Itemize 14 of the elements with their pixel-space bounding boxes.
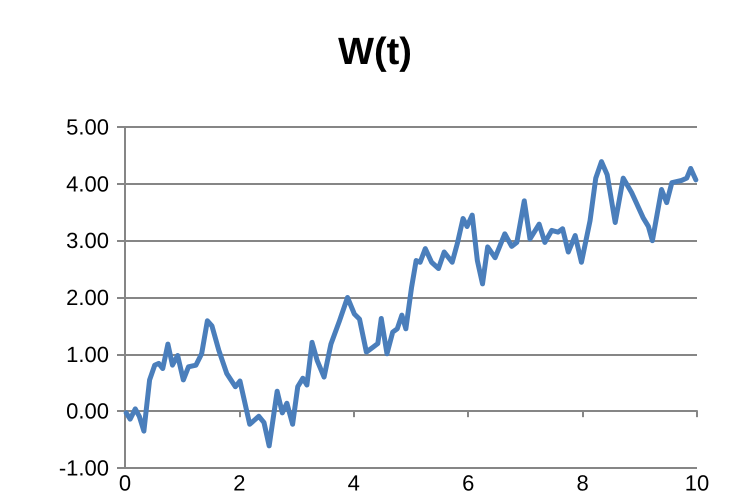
x-tick-label: 8 [576,470,589,496]
x-tick-label: 4 [348,470,360,496]
y-tick-label: 3.00 [66,228,109,254]
y-tick-label: 1.00 [66,342,109,367]
y-tick-label: 5.00 [66,114,109,140]
x-tick-label: 2 [233,470,246,496]
y-tick-label: 2.00 [66,285,109,310]
x-tick-label: 0 [118,470,132,496]
chart-title: W(t) [338,31,412,73]
x-tick-label: 10 [684,470,710,496]
x-tick-label: 6 [462,470,474,496]
y-tick-label: 4.00 [66,171,109,196]
y-tick-label: -1.00 [58,456,109,480]
y-tick-label: 0.00 [66,398,109,424]
